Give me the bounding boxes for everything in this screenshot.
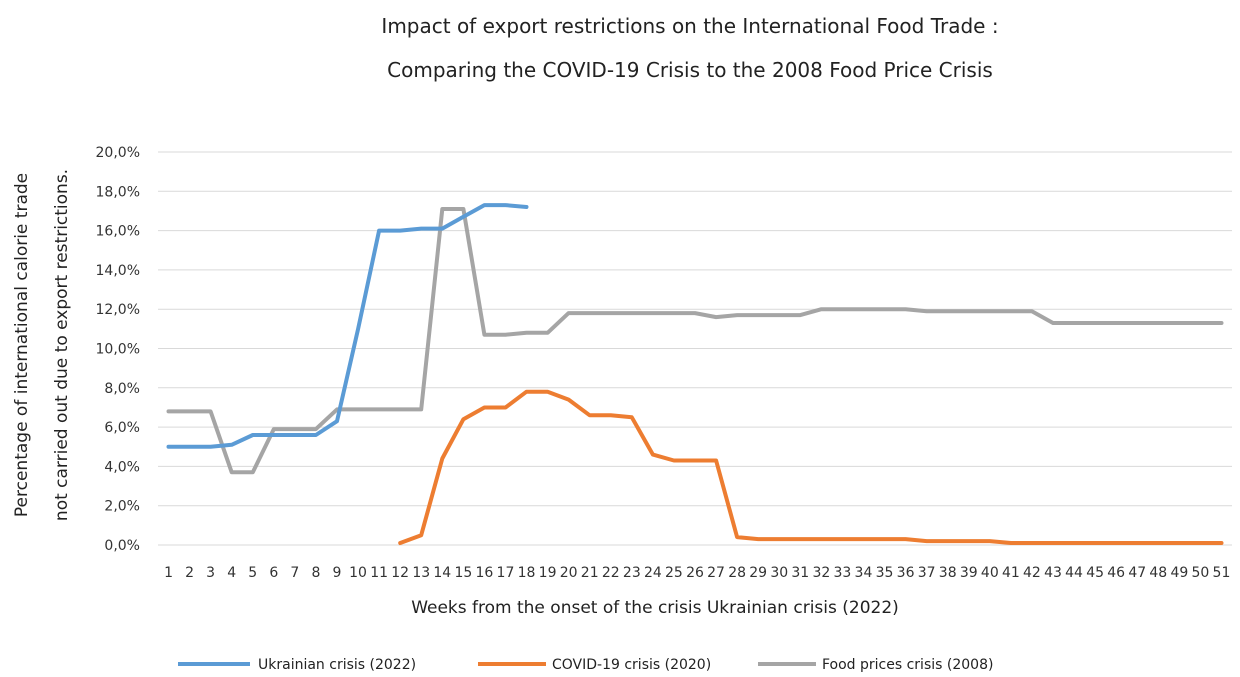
x-tick-label: 38 (939, 565, 957, 581)
x-tick-label: 32 (812, 565, 830, 581)
x-tick-label: 34 (855, 565, 873, 581)
x-tick-label: 12 (391, 565, 409, 581)
legend: Ukrainian crisis (2022) COVID-19 crisis (… (178, 657, 993, 673)
x-tick-label: 6 (269, 565, 278, 581)
x-tick-label: 3 (206, 565, 215, 581)
x-tick-label: 13 (412, 565, 430, 581)
x-tick-label: 31 (791, 565, 809, 581)
x-tick-label: 48 (1149, 565, 1167, 581)
y-tick-label: 2,0% (104, 499, 140, 515)
x-tick-label: 19 (539, 565, 557, 581)
y-axis-ticks: 0,0% 2,0% 4,0% 6,0% 8,0% 10,0% 12,0% 14,0% 16,0%… (96, 145, 140, 554)
x-tick-label: 25 (665, 565, 683, 581)
x-tick-label: 5 (248, 565, 257, 581)
legend-entry: Ukrainian crisis (2022) (258, 657, 416, 673)
x-tick-label: 43 (1044, 565, 1062, 581)
y-tick-label: 20,0% (96, 145, 140, 161)
y-tick-label: 16,0% (96, 224, 140, 240)
legend-entry: COVID-19 crisis (2020) (552, 657, 711, 673)
x-tick-label: 28 (728, 565, 746, 581)
x-tick-label: 40 (981, 565, 999, 581)
x-tick-label: 42 (1023, 565, 1041, 581)
x-axis-ticks: 1 2 3 4 5 6 7 8 9 10 11 12 13 14 15 16 17 18 19 20 21 22 23 24 2… (164, 565, 1230, 581)
x-tick-label: 36 (897, 565, 915, 581)
y-tick-label: 10,0% (96, 342, 140, 358)
x-tick-label: 7 (290, 565, 299, 581)
y-tick-label: 6,0% (104, 420, 140, 436)
x-tick-label: 10 (349, 565, 367, 581)
x-tick-label: 35 (876, 565, 894, 581)
x-tick-label: 4 (227, 565, 236, 581)
x-tick-label: 18 (518, 565, 536, 581)
x-tick-label: 8 (311, 565, 320, 581)
x-tick-label: 27 (707, 565, 725, 581)
x-tick-label: 9 (333, 565, 342, 581)
grid (158, 151, 1232, 546)
x-tick-label: 51 (1213, 565, 1231, 581)
y-tick-label: 14,0% (96, 263, 140, 279)
legend-entry: Food prices crisis (2008) (822, 657, 993, 673)
x-tick-label: 16 (475, 565, 493, 581)
x-tick-label: 47 (1128, 565, 1146, 581)
x-tick-label: 22 (602, 565, 620, 581)
x-tick-label: 26 (686, 565, 704, 581)
series-line (166, 207, 1224, 475)
x-tick-label: 17 (497, 565, 515, 581)
x-tick-label: 50 (1191, 565, 1209, 581)
chart-title: Impact of export restrictions on the Int… (381, 14, 998, 38)
y-tick-label: 12,0% (96, 302, 140, 318)
series-lines (166, 203, 1224, 545)
x-tick-label: 30 (770, 565, 788, 581)
x-tick-label: 23 (623, 565, 641, 581)
series-line (398, 389, 1224, 545)
x-tick-label: 29 (749, 565, 767, 581)
x-tick-label: 46 (1107, 565, 1125, 581)
x-tick-label: 33 (833, 565, 851, 581)
x-tick-label: 14 (433, 565, 451, 581)
y-tick-label: 4,0% (104, 459, 140, 475)
x-tick-label: 39 (960, 565, 978, 581)
x-tick-label: 44 (1065, 565, 1083, 581)
y-axis-label-line-1: Percentage of international calorie trad… (12, 173, 32, 517)
y-tick-label: 8,0% (104, 381, 140, 397)
series-line (166, 203, 529, 449)
x-tick-label: 1 (164, 565, 173, 581)
x-tick-label: 45 (1086, 565, 1104, 581)
x-tick-label: 20 (560, 565, 578, 581)
x-tick-label: 21 (581, 565, 599, 581)
x-tick-label: 24 (644, 565, 662, 581)
x-tick-label: 41 (1002, 565, 1020, 581)
x-tick-label: 2 (185, 565, 194, 581)
y-axis-label-line-2: not carried out due to export restrictio… (52, 169, 72, 521)
x-axis-label: Weeks from the onset of the crisis Ukrai… (411, 598, 899, 618)
x-tick-label: 49 (1170, 565, 1188, 581)
chart-subtitle: Comparing the COVID-19 Crisis to the 200… (387, 58, 993, 82)
y-tick-label: 0,0% (104, 538, 140, 554)
x-tick-label: 15 (454, 565, 472, 581)
y-tick-label: 18,0% (96, 184, 140, 200)
x-tick-label: 37 (918, 565, 936, 581)
x-tick-label: 11 (370, 565, 388, 581)
